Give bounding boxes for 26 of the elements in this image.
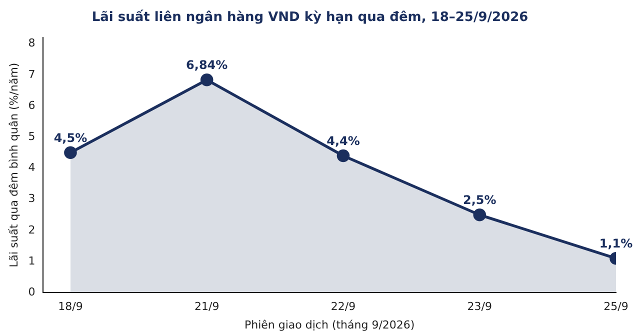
- y-tick-label: 5: [28, 130, 36, 143]
- point: [200, 73, 214, 86]
- y-tick-label: 8: [28, 36, 36, 50]
- data-label: 4,4%: [326, 134, 360, 148]
- data-label: 2,5%: [462, 192, 496, 207]
- y-axis-title: Lãi suất qua đêm bình quân (%/năm): [7, 62, 20, 268]
- x-tick-label: 21/9: [194, 300, 220, 314]
- data-label: 4,5%: [54, 130, 88, 145]
- y-tick-label: 7: [28, 68, 36, 81]
- data-label: 6,84%: [186, 58, 228, 72]
- y-tick-label: 3: [28, 192, 36, 206]
- y-tick-label: 4: [28, 161, 36, 174]
- y-tick-label: 6: [28, 98, 36, 112]
- point: [336, 149, 350, 162]
- x-tick-label: 23/9: [467, 300, 492, 314]
- y-tick-label: 0: [28, 285, 36, 298]
- x-tick-label: 18/9: [58, 300, 83, 314]
- y-tick-label: 2: [28, 223, 36, 236]
- point: [473, 208, 486, 222]
- point: [64, 146, 77, 160]
- x-tick-label: 25/9: [604, 300, 628, 314]
- x-tick-label: 22/9: [330, 300, 356, 314]
- chart-title: Lãi suất liên ngân hàng VND kỳ hạn qua đêm, 18–25/9/2026: [92, 9, 528, 26]
- x-axis-title: Phiên giao dịch (tháng 9/2026): [244, 318, 415, 332]
- y-tick-label: 1: [28, 254, 36, 268]
- data-label: 1,1%: [599, 236, 633, 251]
